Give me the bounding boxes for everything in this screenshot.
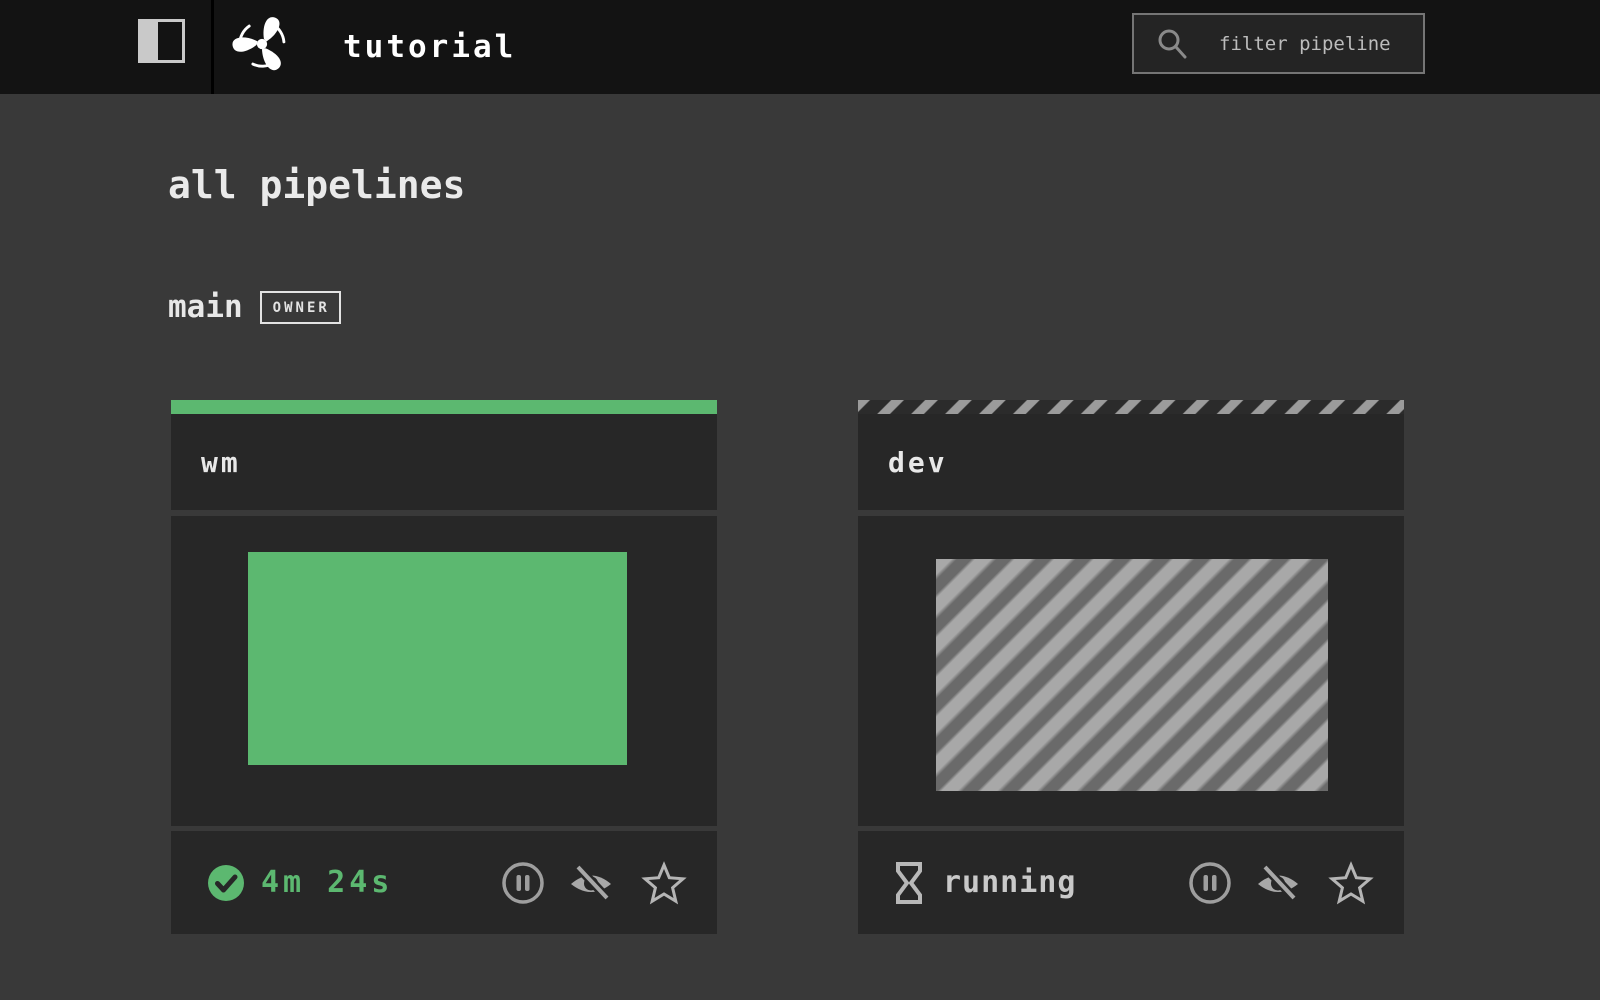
- pipeline-name: dev: [888, 445, 948, 479]
- topbar-divider: [211, 0, 214, 94]
- star-icon: [641, 860, 687, 904]
- pipeline-status-banner-pending: [858, 400, 1404, 414]
- concourse-logo[interactable]: [230, 12, 294, 76]
- pipeline-duration: 4m 24s: [261, 865, 394, 900]
- check-circle-icon: [207, 864, 245, 902]
- pipeline-card-dev[interactable]: dev running: [858, 400, 1404, 934]
- pause-pipeline-button[interactable]: [1188, 861, 1232, 905]
- search-input[interactable]: [1217, 31, 1463, 56]
- pause-pipeline-button[interactable]: [501, 861, 545, 905]
- pipeline-card-footer: 4m 24s: [171, 831, 717, 934]
- team-row: main OWNER: [168, 285, 341, 329]
- pipeline-card-header: dev: [858, 414, 1404, 510]
- pipeline-card-footer: running: [858, 831, 1404, 934]
- pipeline-job-preview: [248, 552, 627, 765]
- hourglass-icon: [894, 861, 924, 905]
- sidebar-toggle-button[interactable]: [138, 19, 185, 63]
- search-icon: [1157, 28, 1187, 60]
- search-box: [1132, 13, 1463, 74]
- pipeline-preview-area[interactable]: [171, 516, 717, 826]
- pause-icon: [1189, 861, 1231, 904]
- pipeline-status-text: running: [943, 865, 1077, 900]
- sidebar-toggle-icon: [158, 22, 182, 60]
- pipeline-preview-area[interactable]: [858, 516, 1404, 826]
- topbar: tutorial: [0, 0, 1600, 94]
- breadcrumb-pipeline-group[interactable]: tutorial: [343, 29, 517, 65]
- hide-pipeline-button[interactable]: [567, 861, 615, 905]
- favorite-pipeline-button[interactable]: [1328, 860, 1374, 905]
- pipeline-card-header: wm: [171, 414, 717, 510]
- team-role-badge: OWNER: [259, 290, 341, 324]
- pipeline-status-banner-succeeded: [171, 400, 717, 414]
- pipeline-job-preview: [936, 559, 1328, 791]
- favorite-pipeline-button[interactable]: [641, 860, 687, 905]
- star-icon: [1328, 860, 1374, 904]
- hide-pipeline-button[interactable]: [1254, 861, 1302, 905]
- team-name: main: [168, 289, 243, 325]
- eye-slash-icon: [1258, 863, 1298, 901]
- propeller-icon: [232, 17, 286, 71]
- pause-icon: [502, 861, 544, 904]
- pipeline-card-wm[interactable]: wm 4m 24s: [171, 400, 717, 934]
- pipeline-name: wm: [201, 445, 241, 479]
- eye-slash-icon: [571, 863, 611, 901]
- page-title: all pipelines: [168, 163, 466, 207]
